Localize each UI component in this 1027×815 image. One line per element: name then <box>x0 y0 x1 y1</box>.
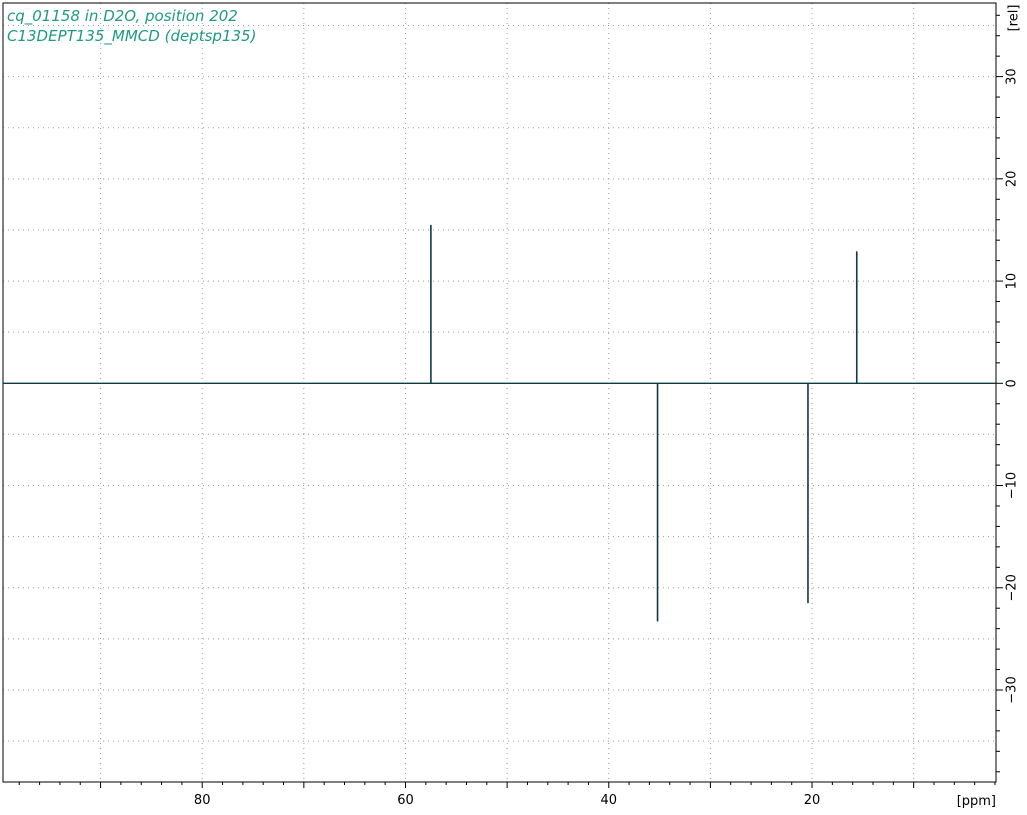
plot-frame <box>2 2 997 783</box>
x-tick-label: 20 <box>804 793 821 808</box>
y-tick-label: 0 <box>1005 379 1020 387</box>
spectrum-title: cq_01158 in D2O, position 202 <box>7 7 238 25</box>
x-tick-label: 80 <box>194 793 211 808</box>
y-tick-label: 10 <box>1005 273 1020 290</box>
y-tick-label: −30 <box>1005 676 1020 703</box>
y-tick-label: 20 <box>1005 171 1020 188</box>
y-tick-label: −10 <box>1005 472 1020 499</box>
y-tick-label: −20 <box>1005 574 1020 601</box>
x-tick-label: 40 <box>600 793 617 808</box>
x-axis-label: [ppm] <box>957 794 996 809</box>
x-tick-label: 60 <box>397 793 414 808</box>
y-tick-label: 30 <box>1005 68 1020 85</box>
experiment-subtitle: C13DEPT135_MMCD (deptsp135) <box>7 27 257 45</box>
y-axis-label: [rel] <box>1007 5 1022 32</box>
